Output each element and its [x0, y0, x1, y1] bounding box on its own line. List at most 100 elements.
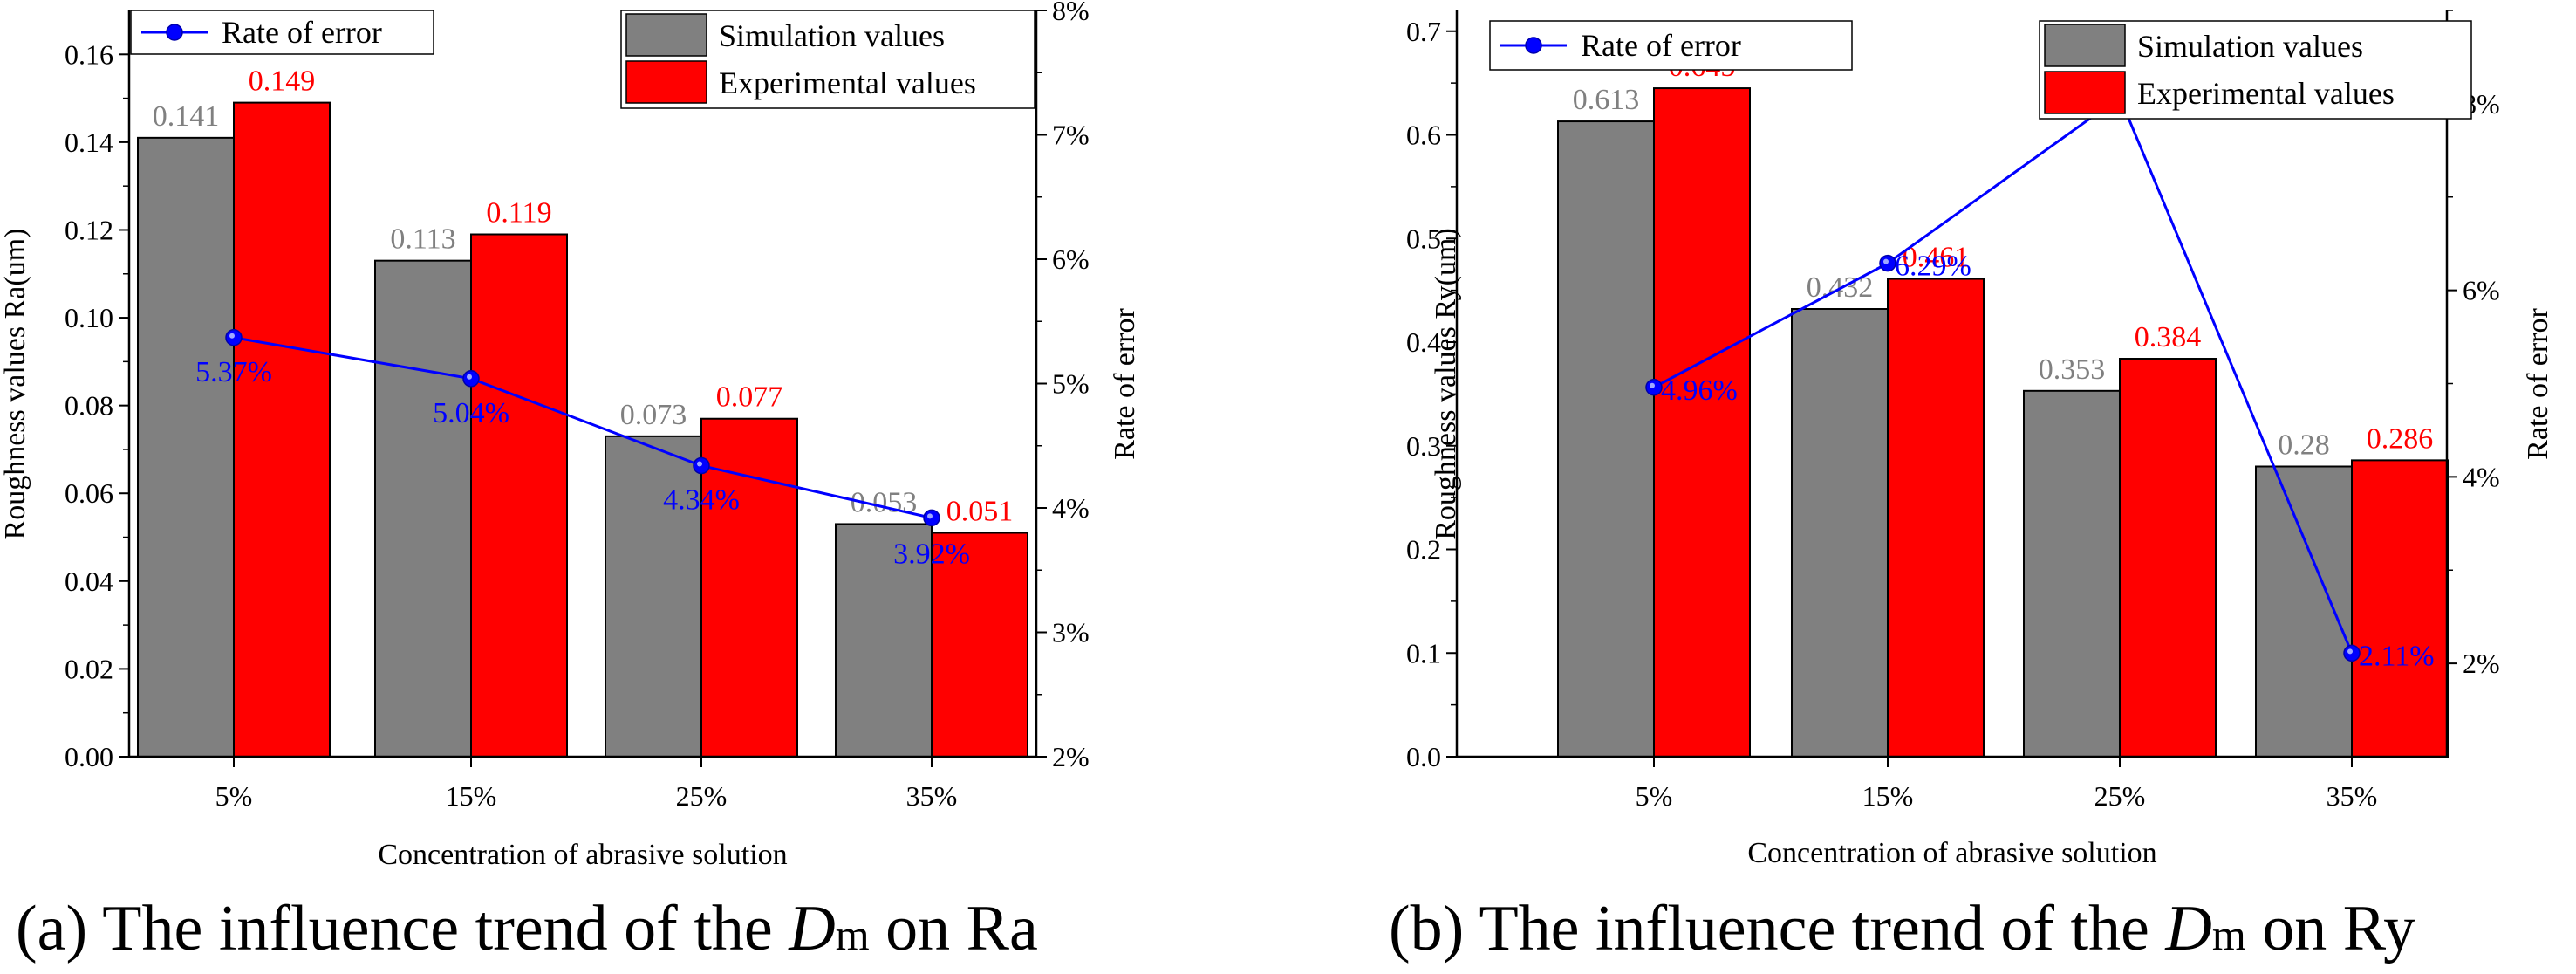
simulation-label-2: 0.073 — [620, 399, 687, 431]
error-label-3: 3.92% — [893, 538, 970, 570]
x-tick-label-2: 25% — [676, 780, 728, 812]
caption-b-var: D — [2165, 893, 2212, 964]
error-label-0: 5.37% — [195, 356, 272, 388]
error-point-highlight-1 — [467, 374, 472, 380]
y2-tick-label-1: 4% — [2463, 461, 2500, 492]
line-legend-label: Rate of error — [222, 15, 382, 50]
y-tick-label-5: 0.5 — [1406, 223, 1441, 254]
simulation-label-0: 0.613 — [1573, 84, 1640, 116]
caption-b-prefix: (b) The influence trend of the — [1389, 893, 2166, 964]
simulation-bar-3 — [2255, 465, 2353, 758]
bar-legend-label-1: Experimental values — [2137, 76, 2395, 111]
x-axis-title: Concentration of abrasive solution — [378, 839, 787, 871]
simulation-label-1: 0.113 — [390, 223, 455, 256]
experimental-label-2: 0.384 — [2135, 321, 2202, 353]
x-tick-label-0: 5% — [215, 780, 253, 812]
experimental-bar-1 — [470, 233, 568, 758]
experimental-label-3: 0.286 — [2367, 422, 2434, 455]
caption-a-prefix: (a) The influence trend of the — [16, 893, 789, 964]
error-label-1: 6.29% — [1895, 250, 1971, 283]
caption-b: (b) The influence trend of the Dm on Ry — [1389, 892, 2415, 966]
experimental-bar-3 — [2351, 459, 2449, 758]
experimental-bar-2 — [2119, 358, 2217, 758]
experimental-label-1: 0.119 — [486, 197, 551, 230]
simulation-bar-1 — [1791, 308, 1889, 758]
y2-tick-label-1: 3% — [1052, 617, 1090, 648]
experimental-bar-0 — [233, 101, 331, 758]
line-legend-label: Rate of error — [1581, 28, 1741, 63]
simulation-bar-3 — [835, 523, 933, 758]
bar-legend-label-1: Experimental values — [719, 65, 976, 100]
y-tick-label-2: 0.04 — [65, 566, 113, 597]
experimental-bar-2 — [700, 417, 798, 758]
error-point-highlight-0 — [1650, 382, 1655, 388]
y-tick-label-2: 0.2 — [1406, 534, 1441, 566]
y-tick-label-7: 0.14 — [65, 127, 113, 158]
experimental-label-0: 0.149 — [249, 65, 316, 98]
y-tick-label-4: 0.4 — [1406, 326, 1441, 358]
y-tick-label-6: 0.6 — [1406, 120, 1441, 151]
chart-a: 0.1410.1130.0730.0530.1490.1190.0770.051… — [0, 0, 1141, 871]
x-tick-label-1: 15% — [446, 780, 497, 812]
x-tick-label-3: 35% — [906, 780, 958, 812]
y2-tick-label-2: 4% — [1052, 492, 1090, 524]
y2-axis-title: Rate of error — [2522, 307, 2554, 459]
caption-a-suffix: on Ra — [869, 893, 1038, 964]
x-tick-label-0: 5% — [1636, 780, 1673, 812]
error-line — [233, 336, 933, 519]
caption-a: (a) The influence trend of the Dm on Ra — [16, 892, 1038, 966]
error-label-2: 4.34% — [663, 484, 740, 517]
y-tick-label-5: 0.10 — [65, 302, 113, 333]
y-axis-title: Roughness values Ra(um) — [0, 229, 31, 540]
caption-a-var: D — [789, 893, 836, 964]
y-tick-label-6: 0.12 — [65, 214, 113, 245]
y-axis-title: Roughness values Ry(um) — [1430, 228, 1462, 540]
error-label-1: 5.04% — [433, 397, 509, 429]
y-tick-label-0: 0.00 — [65, 741, 113, 772]
bar-legend-swatch-0 — [2044, 24, 2126, 67]
y2-axis-title: Rate of error — [1109, 307, 1141, 459]
error-line — [1653, 95, 2354, 654]
error-label-0: 4.96% — [1661, 374, 1738, 407]
simulation-bar-0 — [1557, 120, 1655, 758]
simulation-label-0: 0.141 — [153, 100, 220, 133]
error-point-highlight-3 — [927, 513, 933, 519]
y2-tick-label-4: 6% — [1052, 244, 1090, 275]
error-label-3: 2.11% — [2359, 640, 2435, 672]
simulation-bar-2 — [605, 435, 702, 758]
y2-tick-label-3: 5% — [1052, 368, 1090, 400]
caption-a-sub: m — [835, 910, 870, 959]
line-legend-marker — [166, 24, 183, 41]
simulation-bar-2 — [2023, 389, 2121, 758]
y-tick-label-3: 0.06 — [65, 477, 113, 509]
y-tick-label-0: 0.0 — [1406, 741, 1441, 772]
bar-legend-label-0: Simulation values — [719, 18, 945, 53]
x-tick-label-1: 15% — [1862, 780, 1914, 812]
x-tick-label-3: 35% — [2327, 780, 2378, 812]
line-legend-marker — [1525, 37, 1542, 54]
bar-legend-swatch-1 — [2044, 71, 2126, 114]
experimental-label-1: 0.461 — [1903, 242, 1970, 274]
y-tick-label-3: 0.3 — [1406, 430, 1441, 462]
experimental-label-2: 0.077 — [716, 381, 783, 414]
y2-tick-label-0: 2% — [1052, 741, 1090, 772]
y-tick-label-8: 0.16 — [65, 38, 113, 70]
simulation-bar-1 — [374, 259, 472, 758]
y2-tick-label-2: 6% — [2463, 275, 2500, 306]
simulation-label-2: 0.353 — [2039, 353, 2106, 386]
y2-tick-label-5: 7% — [1052, 120, 1090, 151]
bar-legend-label-0: Simulation values — [2137, 29, 2363, 64]
bar-legend-swatch-1 — [625, 60, 707, 104]
caption-b-sub: m — [2211, 910, 2246, 959]
y-tick-label-7: 0.7 — [1406, 16, 1441, 47]
bar-legend-swatch-0 — [625, 13, 707, 57]
x-axis-title: Concentration of abrasive solution — [1747, 837, 2156, 869]
x-tick-label-2: 25% — [2094, 780, 2146, 812]
y2-tick-label-6: 8% — [1052, 0, 1090, 26]
y-tick-label-1: 0.02 — [65, 653, 113, 684]
simulation-label-3: 0.28 — [2278, 429, 2330, 462]
simulation-bar-0 — [137, 136, 235, 758]
y-tick-label-4: 0.08 — [65, 390, 113, 422]
y-tick-label-1: 0.1 — [1406, 637, 1441, 669]
